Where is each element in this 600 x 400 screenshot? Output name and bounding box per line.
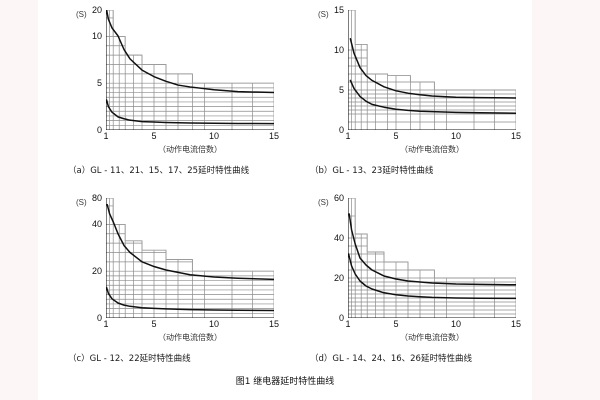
curve-upper-curve-c — [106, 203, 274, 281]
curve-lower-curve-c — [106, 286, 274, 312]
y-axis-ticks-a: 0 5 10 20 — [68, 5, 102, 135]
y-tick-label: 20 — [91, 266, 102, 277]
curve-upper-curve-a — [106, 10, 274, 94]
chart-caption-a: （a）GL - 11、21、15、17、25延时特性曲线 — [68, 166, 250, 176]
y-tick-label: 0 — [96, 125, 102, 135]
curve-upper-curve-b — [349, 38, 516, 99]
x-axis-ticks-a: 1 5 10 15 — [103, 131, 279, 145]
x-tick-label: 5 — [393, 319, 399, 329]
y-tick-label: 60 — [333, 193, 344, 203]
step-envelope-b — [348, 10, 516, 91]
chart-caption-c: （c）GL - 12、22延时特性曲线 — [68, 354, 191, 364]
step-envelope-d — [348, 198, 516, 279]
y-tick-label: 0 — [96, 313, 102, 323]
y-tick-label: 15 — [333, 5, 344, 15]
step-envelope-a — [106, 10, 274, 84]
y-tick-label: 0 — [338, 313, 344, 323]
x-tick-label: 1 — [103, 319, 109, 329]
chart-svg-d — [348, 198, 516, 318]
chart-panel-a: (S) 0 5 10 20 1 5 10 15 （动作电流倍数） （a）GL - 11、21… — [68, 4, 298, 189]
plot-area-a — [106, 10, 274, 130]
step-envelope-c — [106, 198, 274, 272]
y-tick-label: 5 — [96, 78, 102, 89]
y-unit-label-c: (S) — [76, 198, 87, 207]
chart-caption-b: （b）GL - 13、23延时特性曲线 — [310, 166, 434, 176]
y-unit-label-d: (S) — [318, 198, 329, 207]
x-tick-label: 15 — [268, 319, 280, 329]
x-axis-ticks-b: 1 5 10 15 — [345, 131, 521, 145]
x-tick-label: 1 — [345, 319, 351, 329]
chart-panel-c: (S) 0 20 40 80 1 5 10 15 （动作电流倍数） （c）GL - 12、2… — [68, 192, 298, 384]
y-axis-ticks-d: 0 20 40 60 — [310, 193, 344, 323]
x-tick-label: 15 — [510, 319, 522, 329]
y-tick-label: 0 — [338, 125, 344, 135]
x-tick-label: 10 — [208, 319, 220, 329]
chart-svg-a — [106, 10, 274, 130]
curve-lower-curve-b — [349, 79, 516, 114]
y-tick-label: 40 — [91, 219, 102, 230]
curve-lower-curve-a — [106, 99, 274, 125]
y-tick-label: 20 — [91, 5, 102, 15]
x-tick-label: 5 — [151, 131, 157, 141]
x-tick-label: 15 — [510, 131, 522, 141]
chart-svg-c — [106, 198, 274, 318]
curve-upper-curve-d — [348, 213, 516, 286]
chart-caption-d: （d）GL - 14、24、16、26延时特性曲线 — [310, 354, 472, 364]
chart-svg-b — [348, 10, 516, 130]
figure-grid: (S) 0 5 10 20 1 5 10 15 （动作电流倍数） （a）GL - 11、21… — [38, 0, 532, 400]
x-tick-label: 1 — [103, 131, 109, 141]
y-axis-ticks-c: 0 20 40 80 — [68, 193, 102, 323]
x-axis-ticks-d: 1 5 10 15 — [345, 319, 521, 333]
y-tick-label: 10 — [333, 45, 344, 55]
y-tick-label: 40 — [333, 233, 344, 243]
x-tick-label: 5 — [151, 319, 157, 329]
chart-panel-d: (S) 0 20 40 60 1 5 10 15 （动作电流倍数） （d）GL - 14、2… — [310, 192, 540, 384]
chart-panel-b: (S) 0 5 10 15 1 5 10 15 （动作电流倍数） （b）GL - 13、23… — [310, 4, 540, 189]
y-axis-ticks-b: 0 5 10 15 — [310, 5, 344, 135]
curve-lower-curve-d — [348, 253, 516, 300]
y-unit-label-b: (S) — [318, 10, 329, 19]
plot-area-d — [348, 198, 516, 318]
plot-area-b — [348, 10, 516, 130]
page-sheet — [38, 0, 532, 400]
x-axis-label-c: （动作电流倍数） — [158, 333, 222, 342]
x-axis-label-b: （动作电流倍数） — [400, 145, 464, 154]
y-tick-label: 5 — [338, 85, 344, 95]
x-tick-label: 10 — [450, 319, 462, 329]
x-tick-label: 10 — [450, 131, 462, 141]
x-tick-label: 1 — [345, 131, 351, 141]
x-tick-label: 5 — [393, 131, 399, 141]
x-axis-ticks-c: 1 5 10 15 — [103, 319, 279, 333]
y-unit-label-a: (S) — [76, 10, 87, 19]
x-tick-label: 15 — [268, 131, 280, 141]
plot-area-c — [106, 198, 274, 318]
figure-caption: 图1 继电器延时特性曲线 — [235, 377, 335, 387]
y-tick-label: 20 — [333, 273, 344, 283]
y-tick-label: 10 — [91, 31, 102, 42]
x-axis-label-a: （动作电流倍数） — [158, 145, 222, 154]
y-tick-label: 80 — [91, 193, 102, 203]
x-tick-label: 10 — [208, 131, 220, 141]
x-axis-label-d: （动作电流倍数） — [400, 333, 464, 342]
